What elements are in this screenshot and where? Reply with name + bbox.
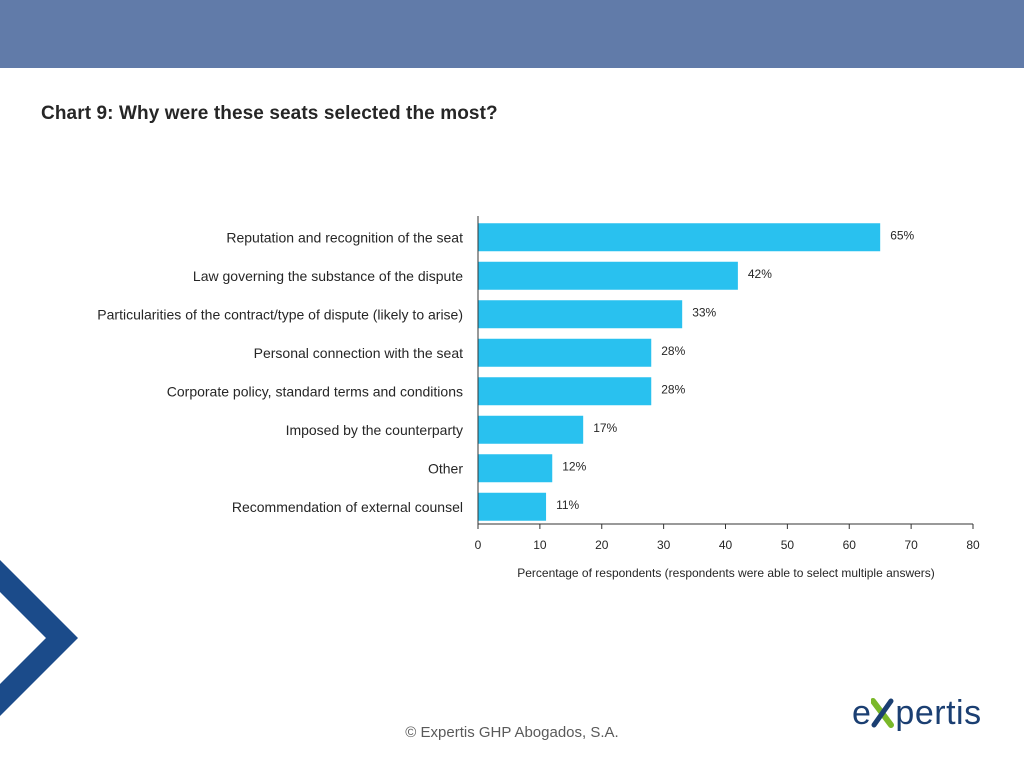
category-label: Recommendation of external counsel: [232, 499, 463, 515]
x-tick-label: 50: [781, 538, 795, 552]
x-tick-label: 20: [595, 538, 609, 552]
chevron-decoration-icon: [0, 560, 78, 716]
x-axis-label: Percentage of respondents (respondents w…: [517, 566, 935, 580]
bar: [478, 338, 652, 367]
category-label: Imposed by the counterparty: [286, 422, 463, 438]
x-tick-label: 60: [843, 538, 857, 552]
logo-text-end: pertis: [895, 694, 982, 732]
x-tick-label: 70: [904, 538, 918, 552]
top-banner: [0, 0, 1024, 68]
bar: [478, 261, 738, 290]
bar: [478, 415, 584, 444]
category-label: Corporate policy, standard terms and con…: [167, 383, 463, 399]
x-tick-label: 30: [657, 538, 671, 552]
x-tick-label: 40: [719, 538, 733, 552]
category-label: Law governing the substance of the dispu…: [193, 268, 463, 284]
data-label: 65%: [890, 228, 914, 242]
footer-copyright: © Expertis GHP Abogados, S.A.: [405, 724, 619, 741]
data-label: 17%: [593, 421, 617, 435]
logo-text-start: e: [852, 694, 872, 732]
data-label: 28%: [661, 382, 685, 396]
category-label: Particularities of the contract/type of …: [97, 306, 463, 322]
bar: [478, 454, 553, 483]
data-label: 28%: [661, 344, 685, 358]
x-tick-label: 0: [475, 538, 482, 552]
category-label: Other: [428, 460, 463, 476]
bar: [478, 300, 683, 329]
bar: [478, 377, 652, 406]
logo-x-mark-icon: [871, 698, 895, 728]
chart-title: Chart 9: Why were these seats selected t…: [41, 103, 498, 124]
data-label: 42%: [748, 267, 772, 281]
x-tick-label: 10: [533, 538, 547, 552]
expertis-logo: e pertis: [852, 694, 982, 733]
data-label: 11%: [556, 498, 579, 512]
data-label: 12%: [562, 459, 586, 473]
data-label: 33%: [692, 305, 716, 319]
category-label: Personal connection with the seat: [254, 345, 463, 361]
x-tick-label: 80: [966, 538, 980, 552]
category-label: Reputation and recognition of the seat: [226, 229, 463, 245]
bar: [478, 223, 881, 252]
bar: [478, 492, 547, 521]
